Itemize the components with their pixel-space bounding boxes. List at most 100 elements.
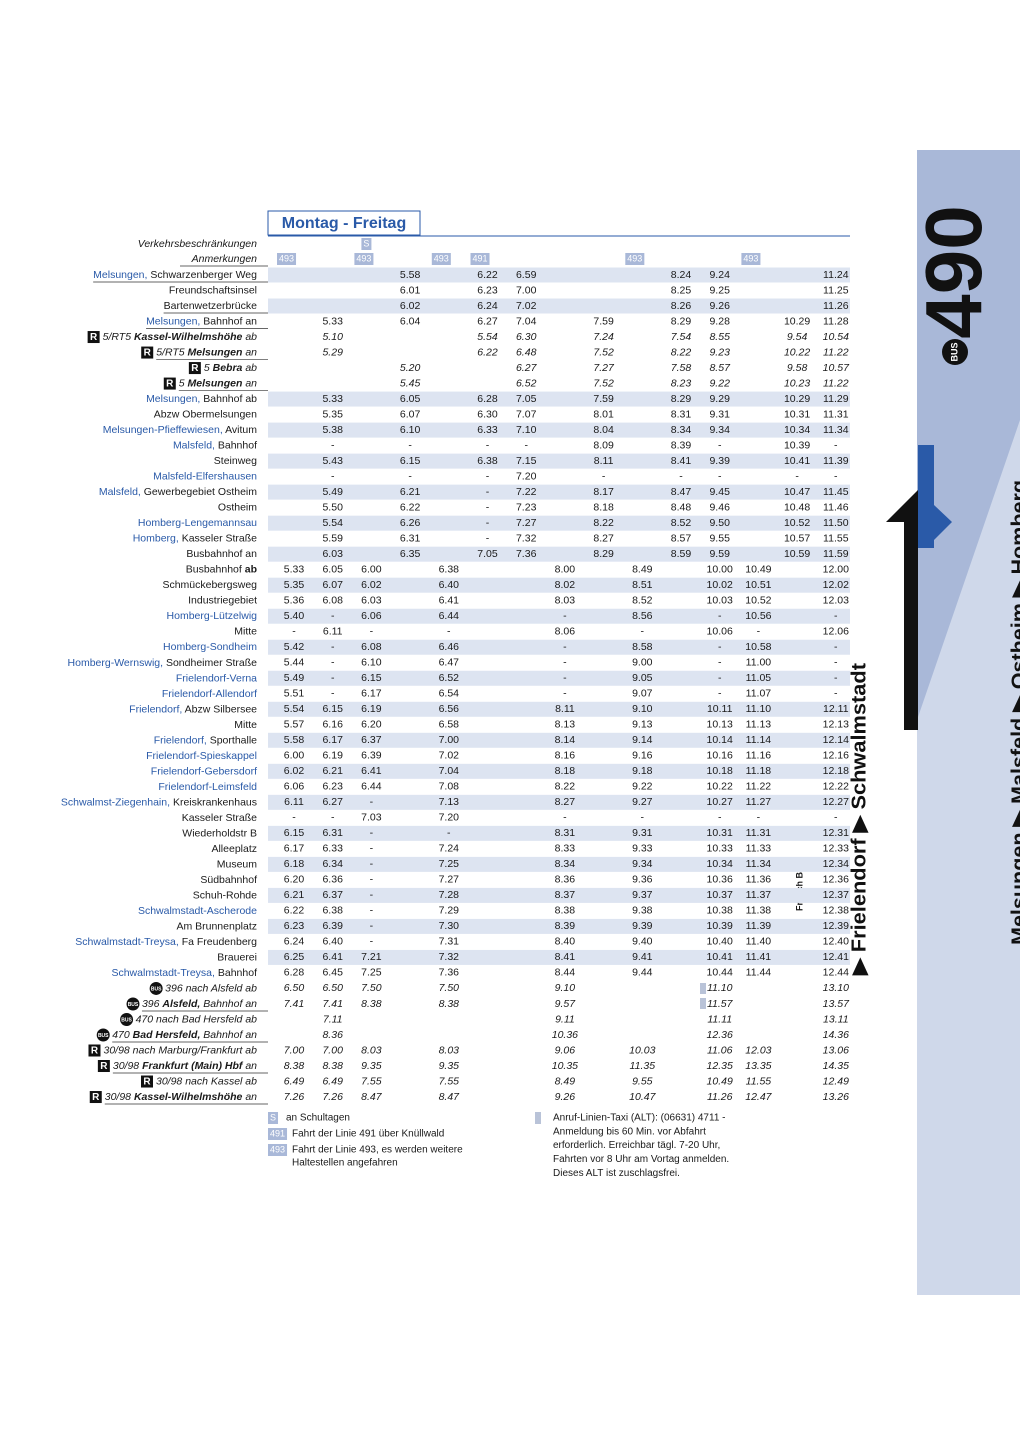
departure-time: - <box>331 672 335 684</box>
rail-icon-label: R <box>191 363 199 374</box>
departure-time: 5.59 <box>322 532 343 544</box>
departure-time: 7.13 <box>439 796 460 808</box>
departure-time: - <box>602 470 606 482</box>
name-part: Bahnhof an <box>203 998 257 1010</box>
departure-time: 12.03 <box>823 594 849 606</box>
departure-time: 8.22 <box>671 346 692 358</box>
departure-time: 6.03 <box>361 594 382 606</box>
name-part: Kasseler Straße <box>182 812 257 824</box>
departure-time: 10.34 <box>784 424 810 436</box>
departure-time: 6.02 <box>361 579 382 591</box>
departure-time: 10.29 <box>784 315 810 327</box>
departure-time: 7.05 <box>477 548 498 560</box>
stop-name: 30/98 Kassel-Wilhelmshöhe an <box>105 1091 257 1103</box>
departure-time: 6.03 <box>322 548 343 560</box>
departure-time: 5.43 <box>322 455 343 467</box>
departure-time: 7.52 <box>593 346 614 358</box>
departure-time: 12.36 <box>823 874 849 886</box>
name-part: Frielendorf-Verna <box>176 672 257 684</box>
stop-name: Abzw Obermelsungen <box>154 408 257 420</box>
restrictions-label: Verkehrsbeschränkungen <box>138 238 257 250</box>
name-part: Kreiskrankenhaus <box>173 796 257 808</box>
departure-time: 6.11 <box>284 796 304 808</box>
departure-time: - <box>447 827 451 839</box>
operator: Frölich Bus <box>794 861 804 911</box>
departure-time: 6.11 <box>323 626 343 638</box>
departure-time: 11.59 <box>823 548 849 560</box>
departure-time: - <box>718 688 722 700</box>
departure-time: 11.11 <box>707 1013 732 1025</box>
departure-time: 9.22 <box>632 781 653 793</box>
departure-time: 7.32 <box>516 532 537 544</box>
stop-name: 470 nach Bad Hersfeld ab <box>136 1013 258 1025</box>
departure-time: 13.11 <box>823 1013 849 1025</box>
departure-time: 8.41 <box>555 951 576 963</box>
departure-time: 8.51 <box>632 579 653 591</box>
departure-time: - <box>834 688 838 700</box>
departure-time: 9.46 <box>709 501 730 513</box>
departure-time: 6.17 <box>322 734 343 746</box>
bus-icon-label: BUS <box>949 342 959 361</box>
departure-time: 11.18 <box>746 765 772 777</box>
departure-time: - <box>641 812 645 824</box>
departure-time: 8.00 <box>555 563 576 575</box>
departure-time: 8.06 <box>555 626 576 638</box>
departure-time: 9.23 <box>709 346 730 358</box>
departure-time: 7.52 <box>593 377 614 389</box>
departure-time: 5.50 <box>322 501 343 513</box>
departure-time: 12.14 <box>823 734 849 746</box>
footnote-text: erforderlich. Erreichbar tägl. 7-20 Uhr, <box>553 1140 720 1151</box>
marker-label: 493 <box>356 253 371 263</box>
departure-time: 9.11 <box>555 1013 575 1025</box>
departure-time: 8.31 <box>555 827 576 839</box>
departure-time: 6.46 <box>439 641 460 653</box>
departure-time: 8.52 <box>671 517 692 529</box>
name-part: Melsungen <box>188 377 243 389</box>
marker <box>354 253 374 265</box>
stop-name: 5/RT5 Kassel-Wilhelmshöhe ab <box>103 331 258 343</box>
departure-time: - <box>486 532 490 544</box>
footnote-text: an Schultagen <box>286 1113 350 1124</box>
departure-time: 7.41 <box>284 998 304 1010</box>
departure-time: 8.29 <box>671 393 692 405</box>
name-part: an <box>245 1091 257 1103</box>
stop-name: 30/98 nach Kassel ab <box>156 1075 257 1087</box>
stop-name: Ostheim <box>218 501 257 513</box>
departure-time: 9.37 <box>632 889 653 901</box>
name-part: Melsungen, <box>146 315 200 327</box>
name-part: Schwalmst-Ziegenhain, <box>61 796 170 808</box>
departure-time: 7.50 <box>361 982 382 994</box>
name-part: Abzw Silbersee <box>185 703 258 715</box>
row-shade <box>268 391 850 407</box>
row-shade <box>268 267 850 283</box>
departure-time: 11.27 <box>746 796 772 808</box>
name-part: Melsungen, <box>93 269 147 281</box>
departure-time: 7.58 <box>671 362 692 374</box>
route-arrow <box>886 490 918 730</box>
name-part: Frielendorf, <box>154 734 207 746</box>
departure-time: 8.59 <box>671 548 692 560</box>
departure-time: 5.10 <box>322 331 343 343</box>
departure-time: 10.34 <box>707 858 733 870</box>
departure-time: 6.21 <box>322 765 343 777</box>
name-part: Steinweg <box>214 455 257 467</box>
departure-time: 11.28 <box>823 315 849 327</box>
departure-time: 9.34 <box>709 424 730 436</box>
departure-time: 9.10 <box>632 703 653 715</box>
departure-time: 9.55 <box>709 532 730 544</box>
departure-time: 6.54 <box>439 688 460 700</box>
departure-time: - <box>718 672 722 684</box>
departure-time: 12.36 <box>707 1029 733 1041</box>
departure-time: 11.24 <box>823 269 849 281</box>
departure-time: 6.22 <box>284 905 305 917</box>
departure-time: 6.23 <box>322 781 343 793</box>
departure-time: 11.40 <box>746 936 772 948</box>
name-part: Schwalmstadt-Treysa, <box>75 936 178 948</box>
departure-time: 6.33 <box>477 424 498 436</box>
departure-time: - <box>563 657 567 669</box>
departure-time: 5.42 <box>284 641 305 653</box>
rail-icon-label: R <box>100 1061 108 1072</box>
departure-time: 6.23 <box>477 284 498 296</box>
name-part: 30/98 <box>105 1091 131 1103</box>
departure-time: 8.37 <box>555 889 576 901</box>
